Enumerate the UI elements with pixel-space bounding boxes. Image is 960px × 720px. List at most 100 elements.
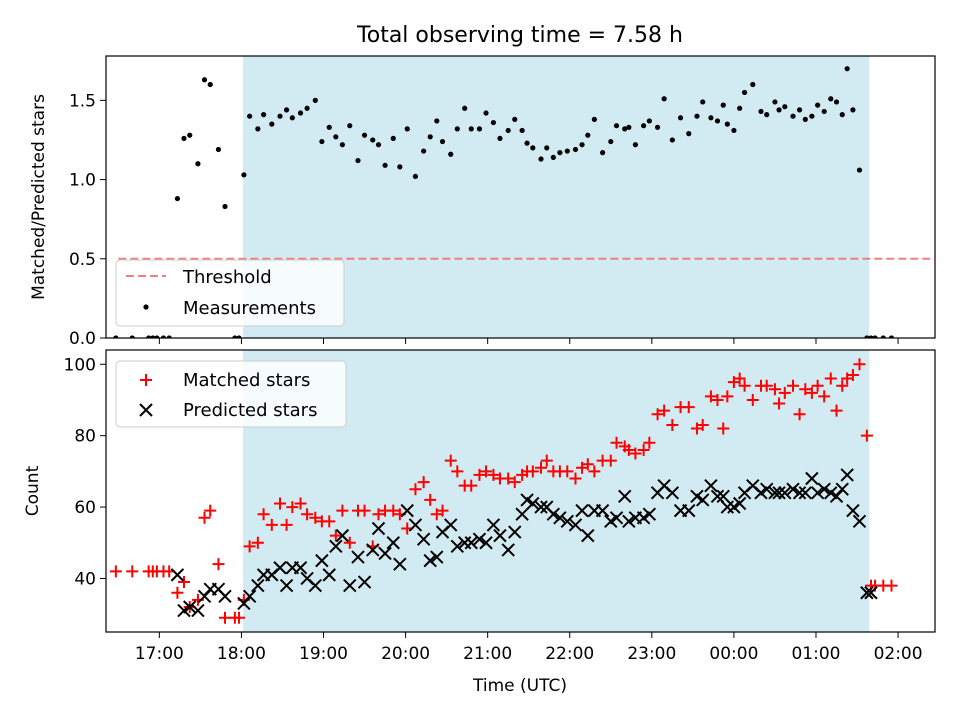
top-ytick-label: 1.0 — [69, 171, 96, 191]
predicted-star-marker — [810, 486, 825, 500]
matched-star-marker — [251, 536, 264, 549]
matched-star-marker — [793, 408, 806, 421]
matched-star-marker — [733, 372, 746, 385]
predicted-star-marker — [457, 536, 472, 550]
measurement-point — [776, 107, 782, 113]
measurement-point — [714, 118, 721, 124]
matched-star-marker — [198, 511, 211, 524]
measurement-point — [599, 150, 606, 156]
predicted-star-marker — [846, 503, 860, 518]
measurement-point — [720, 102, 726, 108]
predicted-star-marker — [840, 468, 854, 482]
matched-star-marker — [787, 379, 800, 392]
measurement-point — [129, 335, 135, 338]
matched-star-marker — [768, 383, 781, 396]
top-panel-shaded-span — [243, 56, 870, 338]
matched-star-marker — [824, 372, 837, 385]
predicted-star-marker — [423, 553, 437, 568]
measurement-point — [790, 113, 796, 119]
measurement-point — [872, 335, 878, 338]
predicted-star-marker — [444, 518, 458, 532]
top-panel-frame — [105, 55, 936, 339]
measurement-point — [277, 113, 283, 119]
matched-star-marker — [109, 565, 122, 578]
measurement-point — [195, 161, 201, 167]
measurement-point — [646, 118, 652, 124]
matched-star-marker — [885, 579, 898, 592]
bottom-ytick-label: 80 — [74, 427, 96, 447]
matched-star-marker — [336, 504, 349, 517]
measurement-point — [339, 142, 345, 148]
measurement-point — [613, 123, 620, 129]
matched-star-marker — [204, 504, 217, 517]
matched-star-marker — [323, 515, 336, 528]
bottom-legend-box — [115, 360, 347, 428]
legend-matched-swatch — [140, 374, 152, 386]
measurement-point — [750, 81, 756, 88]
measurement-point — [113, 335, 119, 338]
matched-star-marker — [480, 465, 493, 478]
measurement-point — [585, 132, 591, 138]
bottom-xtick-label: 17:00 — [135, 644, 184, 664]
predicted-star-marker — [293, 561, 308, 575]
measurement-point — [622, 126, 628, 132]
matched-star-marker — [387, 504, 400, 517]
matched-star-marker — [860, 429, 873, 442]
predicted-star-marker — [553, 511, 567, 525]
measurement-point — [326, 124, 332, 130]
measurement-point — [557, 150, 563, 156]
predicted-star-marker — [682, 503, 696, 518]
predicted-star-marker — [798, 486, 813, 500]
measurement-point — [641, 123, 647, 129]
measurement-point — [297, 110, 304, 116]
measurement-point — [181, 135, 187, 141]
legend-measurements-swatch — [143, 304, 149, 310]
measurement-point — [427, 134, 433, 140]
predicted-star-marker — [835, 482, 849, 496]
predicted-star-marker — [416, 532, 431, 546]
predicted-star-marker — [408, 518, 423, 532]
predicted-star-marker — [772, 486, 786, 500]
bottom-xtick-label: 19:00 — [299, 644, 348, 664]
matched-star-marker — [637, 443, 650, 456]
matched-star-marker — [444, 454, 457, 467]
matched-star-marker — [696, 418, 709, 431]
predicted-star-marker — [732, 496, 747, 511]
predicted-star-marker — [464, 536, 478, 550]
predicted-star-marker — [493, 528, 507, 543]
predicted-star-marker — [696, 493, 710, 507]
predicted-star-marker — [386, 536, 400, 550]
measurement-point — [724, 121, 730, 127]
predicted-star-marker — [642, 507, 657, 521]
matched-star-marker — [581, 458, 594, 471]
bottom-panel-y-ticks: 40 60 80 100 — [64, 355, 106, 589]
matched-star-marker — [610, 436, 623, 449]
measurement-point — [150, 335, 156, 338]
measurement-point — [821, 108, 827, 115]
measurement-point — [333, 134, 339, 140]
measurement-point — [802, 116, 808, 122]
bottom-panel-y-axis-label: Count — [23, 465, 43, 516]
matched-star-marker — [309, 511, 322, 524]
matched-star-marker — [502, 472, 515, 485]
measurement-point — [187, 132, 193, 138]
matched-star-marker — [830, 404, 843, 417]
measurement-point — [737, 105, 743, 111]
measurement-point — [160, 335, 167, 338]
bottom-panel-frame — [105, 349, 936, 633]
measurement-point — [626, 124, 632, 130]
measurement-point — [731, 127, 737, 134]
measurement-point — [632, 142, 639, 148]
matched-star-marker — [704, 390, 717, 403]
matched-star-marker — [805, 386, 818, 399]
predicted-star-marker — [486, 518, 501, 532]
predicted-star-marker — [343, 578, 357, 593]
predicted-stars-points — [170, 468, 878, 618]
bottom-ytick-label: 40 — [74, 569, 96, 589]
bottom-xtick-label: 01:00 — [791, 644, 840, 664]
matched-stars-points — [109, 358, 898, 624]
measurement-point — [146, 335, 152, 338]
predicted-star-marker — [315, 553, 329, 568]
matched-star-marker — [243, 540, 256, 553]
top-panel-y-axis-label: Matched/Predicted stars — [29, 94, 49, 300]
